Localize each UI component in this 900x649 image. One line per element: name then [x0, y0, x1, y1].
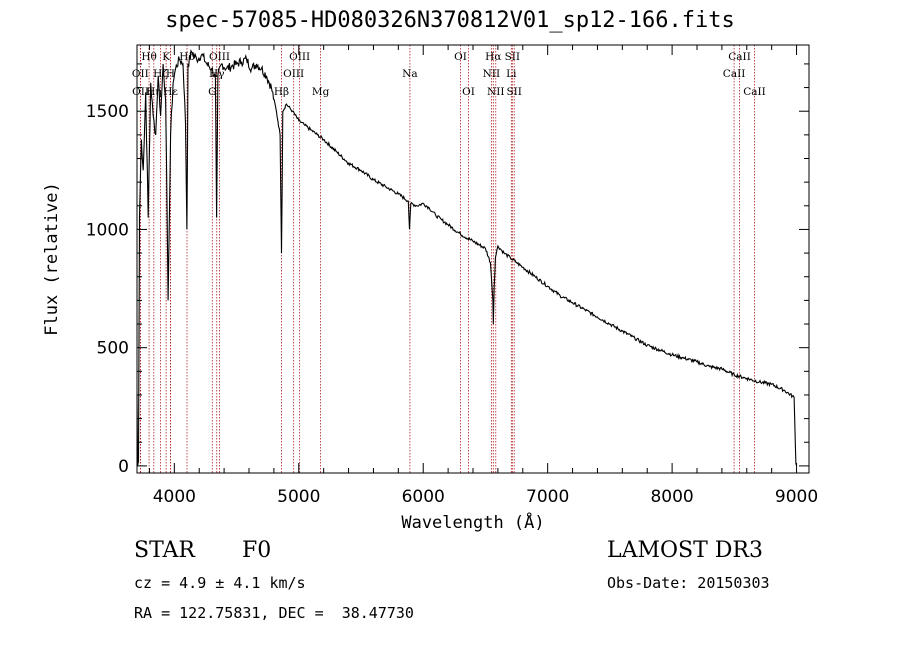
line-label-16: Na	[402, 68, 417, 80]
line-label-9: G	[208, 86, 216, 98]
x-tick-label-0: 4000	[153, 487, 196, 507]
y-tick-label-2: 1000	[86, 220, 129, 240]
redshift-cz: cz = 4.9 ± 4.1 km/s	[134, 574, 306, 592]
line-label-14: OIII	[289, 51, 310, 63]
line-label-18: OI	[462, 86, 475, 98]
line-label-12: Hβ	[274, 86, 289, 98]
spectral-line-markers	[139, 45, 755, 473]
flux-series-line	[136, 49, 798, 467]
spectral-line-labels: HθOIIOIIHηHζKHHεHδGOIIIHγHβOIIIOIIIMgNaO…	[132, 51, 766, 98]
object-class: STAR	[134, 538, 195, 563]
plot-frame	[136, 44, 810, 474]
line-label-1: OII	[132, 68, 149, 80]
obs-date: Obs-Date: 20150303	[607, 574, 770, 592]
line-label-24: SII	[506, 86, 522, 98]
line-label-22: Li	[506, 68, 517, 80]
x-tick-label-5: 9000	[775, 487, 818, 507]
chart-title: spec-57085-HD080326N370812V01_sp12-166.f…	[165, 8, 735, 33]
x-tick-label-1: 5000	[277, 487, 320, 507]
x-tick-label-4: 8000	[650, 487, 693, 507]
line-label-20: NII	[483, 68, 500, 80]
axis-ticks: 4000 5000 6000 7000 8000 9000 0 500 1000 1500	[86, 45, 818, 507]
line-label-4: Hζ	[153, 68, 168, 80]
line-label-21: NII	[487, 86, 504, 98]
line-label-13: OIII	[283, 68, 304, 80]
x-tick-label-3: 7000	[526, 487, 569, 507]
line-label-6: H	[166, 68, 175, 80]
ra-dec: RA = 122.75831, DEC = 38.47730	[134, 604, 414, 622]
line-label-7: Hε	[163, 86, 178, 98]
object-subclass: F0	[242, 538, 272, 563]
x-axis-title: Wavelength (Å)	[401, 511, 544, 533]
line-label-19: Hα	[485, 51, 501, 63]
line-label-0: Hθ	[141, 51, 156, 63]
y-tick-label-3: 1500	[86, 102, 129, 122]
x-tick-label-2: 6000	[402, 487, 445, 507]
y-tick-label-0: 0	[118, 457, 129, 477]
line-label-27: CaII	[743, 86, 766, 98]
line-label-10: OIII	[209, 51, 230, 63]
line-label-15: Mg	[312, 86, 330, 98]
survey-name: LAMOST DR3	[607, 538, 763, 563]
line-label-25: CaII	[723, 68, 746, 80]
y-tick-label-1: 500	[97, 339, 129, 359]
y-axis-title: Flux (relative)	[42, 182, 62, 336]
line-label-5: K	[162, 51, 170, 63]
line-label-2: OII	[132, 86, 149, 98]
line-label-17: OI	[454, 51, 467, 63]
line-label-26: CaII	[728, 51, 751, 63]
line-label-23: SII	[505, 51, 521, 63]
